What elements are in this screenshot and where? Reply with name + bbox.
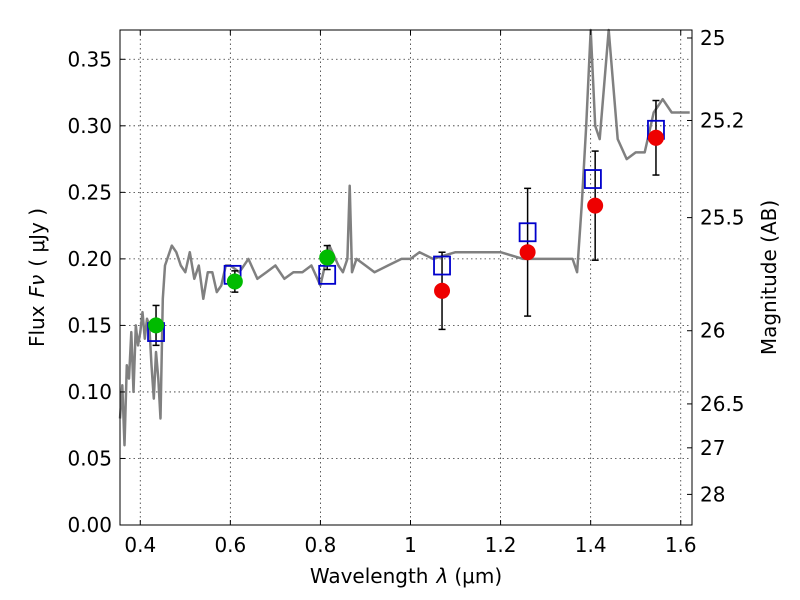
model-photometry-square	[318, 264, 337, 285]
photometry-point	[519, 244, 536, 261]
y-tick-label: 0.05	[67, 446, 112, 470]
y2-tick-label: 28	[700, 482, 725, 506]
axis-ticks: 0.4 0.6 0.8 1 1.2 1.4 1.6 0.00 0.05 0.10 0.15 0.20 0…	[67, 26, 744, 557]
x-axis-label: Wavelength λ (μm)	[310, 564, 502, 588]
x-tick-label: 0.6	[214, 533, 246, 557]
photometry-point	[319, 249, 336, 266]
y-tick-label: 0.35	[67, 47, 112, 71]
plot-frame	[119, 29, 693, 526]
model-photometry-square	[518, 222, 537, 243]
x-tick-label: 1	[404, 533, 417, 557]
x-tick-label: 0.8	[305, 533, 337, 557]
y2-axis-label: Magnitude (AB)	[757, 200, 781, 355]
photometry-point	[148, 317, 165, 334]
y2-tick-label: 25.2	[700, 108, 745, 132]
error-bar-layer	[152, 99, 660, 347]
x-tick-label: 0.4	[124, 533, 156, 557]
y-tick-label: 0.25	[67, 180, 112, 204]
y-tick-label: 0.30	[67, 114, 112, 138]
marker-layer	[147, 119, 665, 342]
x-tick-label: 1.6	[665, 533, 697, 557]
model-photometry-square	[433, 255, 451, 276]
y-tick-label: 0.15	[67, 313, 112, 337]
photometry-point	[587, 197, 604, 214]
y2-tick-label: 26	[700, 319, 725, 343]
y-tick-label: 0.10	[67, 380, 112, 404]
spectrum-layer	[118, 28, 690, 447]
y2-tick-label: 25	[700, 26, 725, 50]
y-tick-label: 0.00	[67, 513, 112, 537]
photometry-point	[647, 129, 664, 146]
y-tick-label: 0.20	[67, 247, 112, 271]
model-photometry-square	[584, 169, 602, 189]
x-tick-label: 1.4	[575, 533, 607, 557]
x-tick-label: 1.2	[485, 533, 517, 557]
y2-tick-label: 25.5	[700, 206, 745, 230]
spectrum-line	[118, 28, 690, 447]
y2-tick-label: 27	[700, 436, 725, 460]
photometry-point	[434, 282, 451, 299]
y2-tick-label: 26.5	[700, 392, 745, 416]
y-axis-label: FluxFν( μJy )	[25, 208, 49, 347]
photometry-point	[226, 273, 243, 290]
